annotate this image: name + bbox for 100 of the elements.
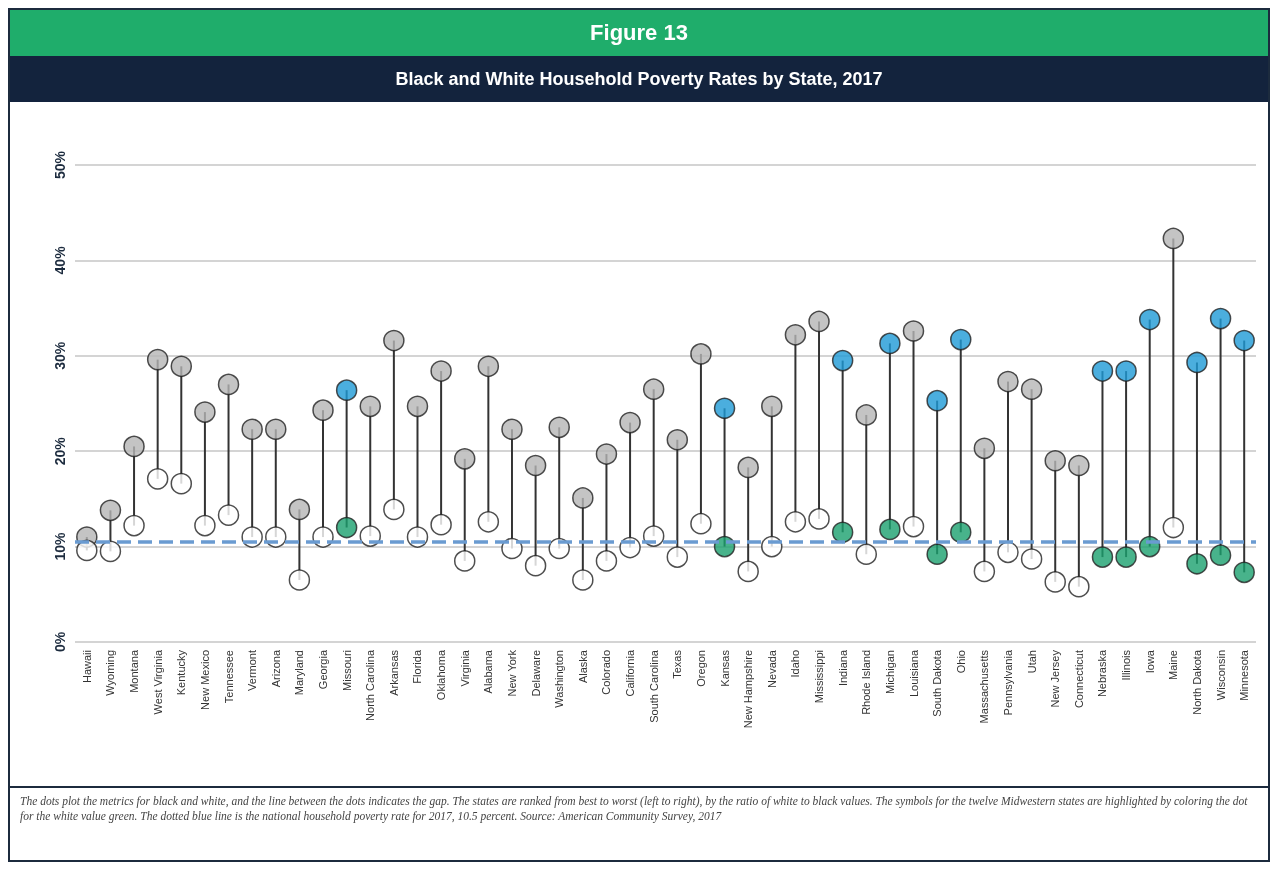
x-tick-label: South Dakota xyxy=(931,649,944,717)
point xyxy=(1186,351,1208,374)
point xyxy=(666,429,689,451)
point xyxy=(170,472,193,495)
point xyxy=(123,514,145,537)
x-tick-label: Mississippi xyxy=(813,650,826,704)
x-tick-label: Minnesota xyxy=(1238,649,1251,701)
x-tick-label: Tennessee xyxy=(222,650,235,704)
point xyxy=(548,416,570,439)
point xyxy=(359,395,381,418)
x-tick-label: New Hampshire xyxy=(742,650,755,729)
point xyxy=(1091,546,1114,568)
point xyxy=(1162,227,1185,250)
x-tick-label: Wisconsin xyxy=(1214,650,1227,701)
x-tick-label: Massachusetts xyxy=(978,649,991,724)
point xyxy=(737,560,759,583)
point xyxy=(572,487,594,509)
point xyxy=(1044,571,1066,593)
point xyxy=(642,378,665,400)
x-tick-label: Kansas xyxy=(718,649,731,687)
x-tick-label: North Carolina xyxy=(364,649,377,721)
point xyxy=(430,360,452,382)
point xyxy=(524,554,547,577)
point xyxy=(146,348,169,371)
point xyxy=(241,418,263,440)
x-tick-label: West Virginia xyxy=(151,649,164,715)
point xyxy=(690,512,712,535)
point xyxy=(1115,360,1137,382)
point xyxy=(808,508,830,530)
point xyxy=(855,543,878,565)
y-tick-label: 50% xyxy=(52,150,68,180)
y-tick-label: 40% xyxy=(52,245,68,275)
chart-subtitle: Black and White Household Poverty Rates by State, 2017 xyxy=(10,56,1268,102)
point xyxy=(99,540,122,563)
point xyxy=(430,513,452,536)
point xyxy=(335,516,358,539)
x-tick-label: Iowa xyxy=(1143,649,1156,674)
x-tick-label: Maryland xyxy=(293,650,306,696)
point xyxy=(595,443,618,465)
x-tick-label: Illinois xyxy=(1120,649,1133,681)
point xyxy=(1233,561,1255,584)
point xyxy=(1115,546,1137,568)
point xyxy=(666,546,689,568)
point xyxy=(1186,553,1208,575)
point xyxy=(879,518,901,541)
x-tick-label: Colorado xyxy=(600,650,613,695)
x-tick-label: Ohio xyxy=(954,650,967,674)
x-tick-label: South Carolina xyxy=(647,649,660,723)
point xyxy=(335,379,358,401)
point xyxy=(713,397,736,420)
point xyxy=(524,454,547,477)
point xyxy=(902,320,925,342)
x-tick-label: Rhode Island xyxy=(860,650,873,715)
point xyxy=(997,370,1019,393)
point xyxy=(501,537,523,560)
point xyxy=(619,411,641,434)
x-tick-label: Pennsylvania xyxy=(1001,649,1014,716)
point xyxy=(477,355,500,378)
x-tick-label: Alaska xyxy=(576,649,589,684)
point xyxy=(737,456,759,479)
x-tick-label: Delaware xyxy=(529,650,542,697)
x-tick-label: California xyxy=(624,649,637,697)
point xyxy=(997,541,1019,564)
x-tick-label: Washington xyxy=(553,650,566,708)
point xyxy=(76,539,98,562)
x-tick-label: Missouri xyxy=(340,650,353,691)
x-tick-label: Florida xyxy=(411,649,424,684)
point xyxy=(761,395,783,418)
point xyxy=(926,543,948,565)
point xyxy=(454,550,476,572)
point xyxy=(902,515,925,538)
point xyxy=(831,521,854,544)
point xyxy=(288,498,311,521)
point xyxy=(454,448,476,470)
point xyxy=(831,349,854,372)
x-tick-label: Alabama xyxy=(482,649,495,694)
x-tick-label: New York xyxy=(505,649,518,697)
point xyxy=(194,514,216,537)
point xyxy=(217,504,240,526)
y-tick-label: 20% xyxy=(52,436,68,466)
x-tick-label: Montana xyxy=(128,649,141,693)
point xyxy=(690,343,712,365)
point xyxy=(1209,544,1232,566)
point xyxy=(1068,454,1090,477)
point xyxy=(950,328,972,351)
text: The dots plot the metrics for black and white, and the line between the dots indicates the gap. The states are ranked from best to worst (left to right), by the ratio of white to black values. The symbols for the twelve Midwestern states are highlighted by coloring the dot for the white value green. The dotted blue line is the national household poverty rate for 2017, 10.5 percent. Source: American Community Survey, 2017 xyxy=(10,786,1268,860)
point xyxy=(194,401,216,423)
point xyxy=(1091,360,1114,382)
point xyxy=(808,310,830,333)
chart-title: Figure 13 xyxy=(10,10,1268,56)
point xyxy=(265,418,287,440)
x-tick-label: New Mexico xyxy=(198,650,211,710)
point xyxy=(1044,449,1066,472)
x-tick-label: Arkansas xyxy=(387,649,400,696)
point xyxy=(572,569,594,591)
x-tick-label: Idaho xyxy=(789,650,802,678)
point xyxy=(477,511,500,533)
x-tick-label: Virginia xyxy=(458,649,471,687)
point xyxy=(950,521,972,544)
point xyxy=(99,499,122,522)
